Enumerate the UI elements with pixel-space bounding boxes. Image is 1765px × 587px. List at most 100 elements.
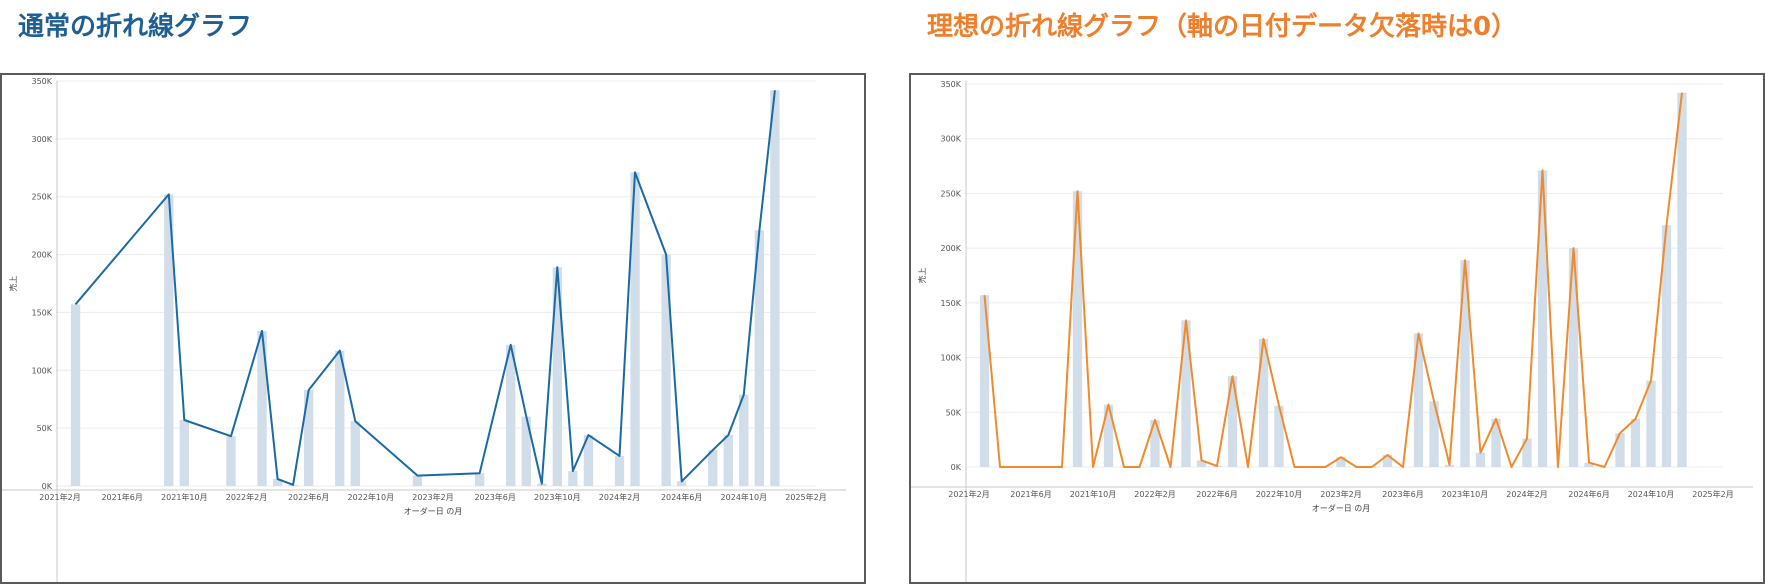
left-bar <box>614 455 625 486</box>
right-bar <box>1460 260 1470 467</box>
left-chart-title: 通常の折れ線グラフ <box>18 12 253 42</box>
right-bar <box>1150 419 1160 467</box>
right-bar <box>1522 438 1532 467</box>
left-x-tick-label: 2025年2月 <box>785 492 826 502</box>
left-y-tick-label: 350K <box>31 77 52 86</box>
left-bar <box>304 389 314 486</box>
right-sales-line <box>983 92 1683 468</box>
left-bar <box>552 267 562 486</box>
left-y-axis-title: 売上 <box>8 276 18 292</box>
left-y-tick-label: 300K <box>31 135 52 144</box>
left-x-tick-label: 2021年10月 <box>161 492 208 502</box>
left-bar <box>708 450 718 486</box>
right-x-tick-label: 2021年2月 <box>948 489 989 499</box>
right-bar <box>979 295 990 467</box>
right-bar <box>1630 418 1641 467</box>
left-sales-line <box>74 90 776 486</box>
left-bar <box>226 436 236 486</box>
right-bar <box>1413 333 1424 467</box>
right-y-tick-label: 250K <box>940 189 961 198</box>
left-bar <box>630 172 640 486</box>
left-bar <box>179 420 189 486</box>
right-x-axis-title: オーダー日 の月 <box>1312 503 1371 513</box>
left-y-tick-label: 0K <box>42 482 53 491</box>
right-x-tick-label: 2023年2月 <box>1320 489 1361 499</box>
right-bars <box>979 92 1687 468</box>
right-x-tick-label: 2022年2月 <box>1134 489 1175 499</box>
left-bar <box>350 421 360 486</box>
left-bars <box>70 90 780 486</box>
left-bar <box>568 470 578 486</box>
right-bar <box>1475 452 1486 467</box>
right-x-tick-label: 2021年10月 <box>1070 489 1117 499</box>
left-bar <box>661 254 671 486</box>
right-bar <box>1615 433 1625 467</box>
right-bar <box>1568 248 1579 467</box>
right-y-tick-label: 200K <box>940 244 961 253</box>
right-x-tick-label: 2022年6月 <box>1196 489 1237 499</box>
left-y-tick-label: 150K <box>31 308 52 317</box>
right-x-tick-label: 2024年10月 <box>1628 489 1675 499</box>
left-x-tick-label: 2021年2月 <box>39 492 80 502</box>
right-bar <box>1196 460 1207 467</box>
left-y-tick-label: 200K <box>31 251 52 260</box>
left-bar <box>754 230 765 486</box>
left-x-tick-label: 2022年2月 <box>226 492 267 502</box>
left-bar <box>412 475 423 486</box>
right-bar <box>1227 376 1238 467</box>
right-x-tick-label: 2023年6月 <box>1382 489 1423 499</box>
left-bar <box>272 479 283 486</box>
right-y-tick-label: 350K <box>940 80 961 89</box>
left-x-tick-label: 2023年2月 <box>412 492 453 502</box>
right-y-tick-label: 0K <box>951 463 962 472</box>
right-bar <box>1646 380 1656 467</box>
left-x-tick-label: 2023年6月 <box>474 492 515 502</box>
left-bar <box>723 435 733 486</box>
right-x-tick-label: 2021年6月 <box>1010 489 1051 499</box>
right-y-tick-label: 50K <box>946 408 962 417</box>
right-x-tick-label: 2025年2月 <box>1692 489 1733 499</box>
right-bar <box>1382 454 1393 467</box>
right-y-tick-label: 300K <box>940 135 961 144</box>
right-bar <box>1661 225 1672 467</box>
left-line-series <box>74 90 776 486</box>
left-y-tick-label: 100K <box>31 366 52 375</box>
right-bar <box>1072 191 1083 467</box>
right-bar <box>1429 401 1439 467</box>
right-bar <box>1444 464 1455 467</box>
left-chart-panel: 0K 50K 100K 150K 200K 250K 300K 350K 売上 オーダー日 の月 2… <box>0 73 866 584</box>
left-x-tick-label: 2022年10月 <box>348 492 395 502</box>
right-x-tick-label: 2022年10月 <box>1256 489 1303 499</box>
right-line-series <box>983 92 1683 468</box>
left-bar <box>335 350 345 486</box>
right-bar <box>1537 170 1548 467</box>
right-bar <box>1677 92 1687 468</box>
left-x-tick-label: 2024年2月 <box>599 492 640 502</box>
right-y-tick-label: 150K <box>940 299 961 308</box>
left-x-tick-label: 2022年6月 <box>288 492 329 502</box>
right-bar <box>1258 338 1269 467</box>
left-y-tick-label: 250K <box>31 193 52 202</box>
left-x-tick-label: 2024年10月 <box>721 492 768 502</box>
left-bar <box>583 435 594 486</box>
left-bar <box>521 416 531 486</box>
left-bar <box>770 90 780 486</box>
right-y-axis-title: 売上 <box>917 268 927 284</box>
right-bar <box>1103 404 1114 467</box>
left-x-tick-label: 2023年10月 <box>534 492 581 502</box>
left-bar <box>474 473 485 486</box>
left-bar <box>677 481 687 486</box>
right-chart-title: 理想の折れ線グラフ（軸の日付データ欠落時は0） <box>927 12 1518 42</box>
right-bar <box>1181 320 1191 467</box>
left-x-tick-label: 2021年6月 <box>101 492 142 502</box>
right-y-tick-label: 100K <box>940 354 961 363</box>
right-bar <box>1491 418 1501 467</box>
right-bar <box>1584 462 1594 467</box>
left-bar <box>537 483 547 486</box>
left-bar <box>164 194 174 486</box>
right-chart-panel: 0K 50K 100K 150K 200K 250K 300K 350K 売上オーダー日 の月 2… <box>909 73 1765 584</box>
